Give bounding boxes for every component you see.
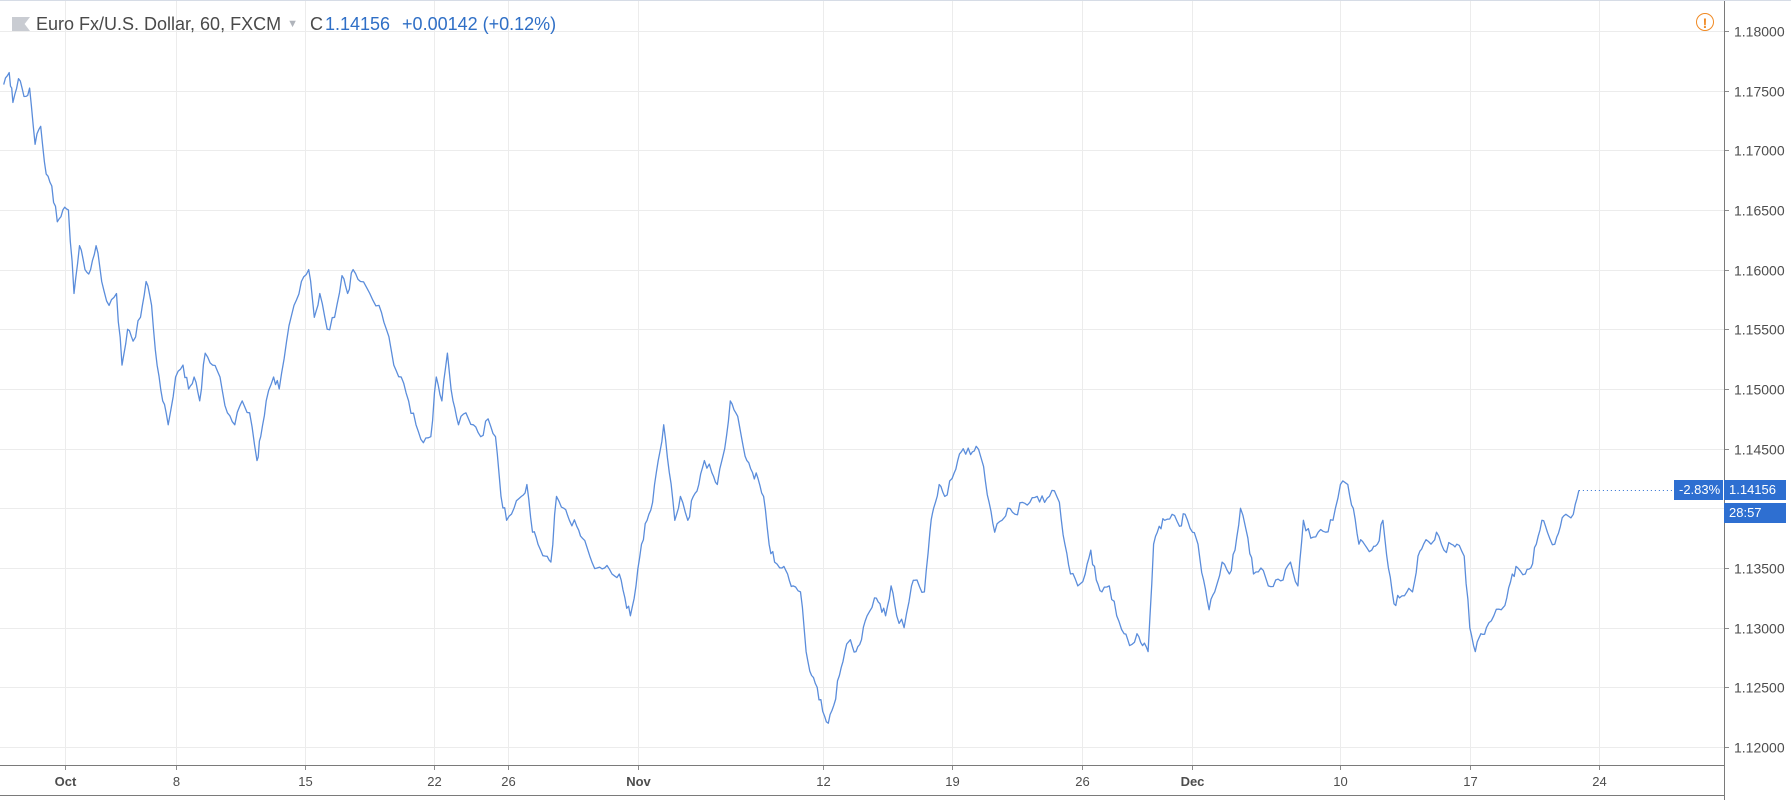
y-tick-label: 1.18000: [1734, 24, 1785, 40]
x-tick-label: 10: [1333, 774, 1347, 789]
x-axis-ticks: Oct 8 15 22 26 Nov 12 19 26 Dec 10 17 24: [55, 774, 1607, 789]
y-axis-ticks: 1.18000 1.17500 1.17000 1.16500 1.16000 1.155…: [1734, 24, 1785, 756]
x-tick-label: 19: [945, 774, 959, 789]
y-tick-label: 1.13000: [1734, 621, 1785, 637]
y-tick-label: 1.12500: [1734, 680, 1785, 696]
x-tick-label: Oct: [55, 774, 77, 789]
percent-change-tag: -2.83%: [1674, 480, 1724, 500]
y-tick-label: 1.15000: [1734, 382, 1785, 398]
x-tick-label: 8: [173, 774, 180, 789]
bar-countdown-tag: 28:57: [1724, 503, 1786, 523]
close-label: C: [309, 13, 323, 34]
axes: [0, 1, 1729, 800]
y-tick-label: 1.17000: [1734, 143, 1785, 159]
y-tick-label: 1.13500: [1734, 561, 1785, 577]
close-value: 1.14156: [324, 13, 391, 34]
chevron-down-icon[interactable]: ▼: [287, 18, 298, 30]
y-tick-label: 1.16000: [1734, 263, 1785, 279]
x-tick-label: 26: [501, 774, 515, 789]
symbol-title[interactable]: Euro Fx/U.S. Dollar, 60, FXCM: [36, 13, 282, 34]
flag-icon[interactable]: [12, 17, 30, 31]
y-tick-label: 1.15500: [1734, 322, 1785, 338]
x-tick-label: 22: [427, 774, 441, 789]
price-line-series-0: [3, 71, 1580, 724]
grid: [0, 1, 1724, 765]
x-tick-label: 17: [1463, 774, 1477, 789]
x-tick-label: 26: [1075, 774, 1089, 789]
y-tick-label: 1.16500: [1734, 203, 1785, 219]
x-tick-label: Nov: [626, 774, 651, 789]
y-tick-label: 1.14500: [1734, 442, 1785, 458]
chart-legend: Euro Fx/U.S. Dollar, 60, FXCM ▼ C 1.1415…: [12, 11, 556, 37]
x-tick-label: 24: [1592, 774, 1606, 789]
series-layer: [3, 71, 1724, 724]
tag-divider: [1723, 480, 1724, 500]
x-tick-label: 12: [816, 774, 830, 789]
last-price-tag: 1.14156: [1724, 480, 1786, 500]
alert-circle-icon[interactable]: !: [1696, 13, 1714, 31]
y-tick-label: 1.12000: [1734, 740, 1785, 756]
price-change: +0.00142 (+0.12%): [402, 13, 557, 34]
x-tick-label: Dec: [1181, 774, 1205, 789]
y-tick-label: 1.17500: [1734, 84, 1785, 100]
x-tick-label: 15: [298, 774, 312, 789]
